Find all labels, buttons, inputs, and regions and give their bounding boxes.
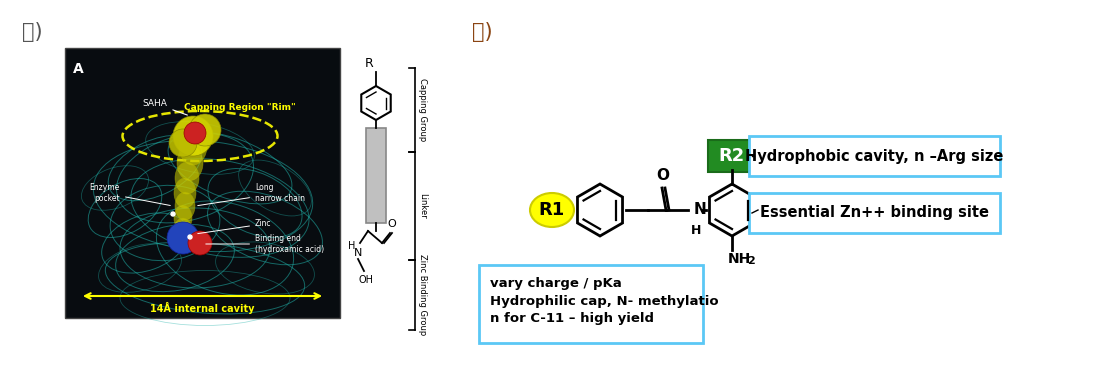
- FancyBboxPatch shape: [366, 128, 386, 223]
- Text: 나): 나): [472, 22, 493, 42]
- FancyBboxPatch shape: [65, 48, 341, 318]
- Ellipse shape: [530, 193, 574, 227]
- Text: NH: NH: [728, 252, 752, 266]
- Circle shape: [188, 231, 212, 255]
- Text: 14Å internal cavity: 14Å internal cavity: [150, 302, 255, 314]
- Text: Hydrophobic cavity, n –Arg size: Hydrophobic cavity, n –Arg size: [745, 148, 1004, 164]
- Text: Linker: Linker: [419, 193, 428, 219]
- Ellipse shape: [174, 178, 196, 208]
- Text: OH: OH: [358, 275, 374, 285]
- FancyBboxPatch shape: [749, 136, 1000, 176]
- FancyBboxPatch shape: [479, 265, 703, 343]
- Ellipse shape: [175, 192, 195, 220]
- Circle shape: [188, 235, 192, 239]
- Text: R1: R1: [539, 201, 565, 219]
- Ellipse shape: [175, 162, 199, 194]
- Ellipse shape: [179, 127, 207, 165]
- Text: Long
narrow chain: Long narrow chain: [197, 183, 305, 206]
- Text: O: O: [388, 219, 397, 229]
- Text: Enzyme
pocket: Enzyme pocket: [89, 183, 171, 205]
- FancyBboxPatch shape: [707, 140, 756, 172]
- Circle shape: [184, 122, 206, 144]
- Text: Zinc Binding Group: Zinc Binding Group: [419, 254, 428, 336]
- Circle shape: [168, 222, 199, 254]
- Text: N: N: [354, 248, 363, 258]
- Text: Essential Zn++ binding site: Essential Zn++ binding site: [760, 205, 988, 221]
- Ellipse shape: [174, 205, 192, 231]
- Text: R2: R2: [719, 147, 745, 165]
- Text: H: H: [691, 224, 701, 237]
- Text: R: R: [365, 57, 374, 70]
- Circle shape: [169, 129, 197, 157]
- Circle shape: [173, 116, 213, 156]
- Text: 2: 2: [747, 256, 755, 266]
- Text: N: N: [694, 202, 706, 217]
- Ellipse shape: [174, 218, 192, 242]
- Text: 가): 가): [22, 22, 43, 42]
- Text: Capping Group: Capping Group: [419, 78, 428, 142]
- FancyBboxPatch shape: [749, 193, 1000, 233]
- Text: Binding end
(hydroxamic acid): Binding end (hydroxamic acid): [206, 234, 324, 254]
- Ellipse shape: [177, 145, 203, 180]
- Circle shape: [190, 114, 222, 146]
- Text: O: O: [657, 168, 670, 183]
- Text: vary charge / pKa
Hydrophilic cap, N- methylatio
n for C-11 – high yield: vary charge / pKa Hydrophilic cap, N- me…: [490, 277, 719, 325]
- Circle shape: [171, 212, 175, 216]
- Text: Zinc: Zinc: [197, 219, 271, 234]
- Text: SAHA: SAHA: [142, 99, 187, 115]
- Text: H: H: [348, 241, 356, 251]
- Text: A: A: [73, 62, 84, 76]
- Text: Capping Region "Rim": Capping Region "Rim": [184, 103, 295, 112]
